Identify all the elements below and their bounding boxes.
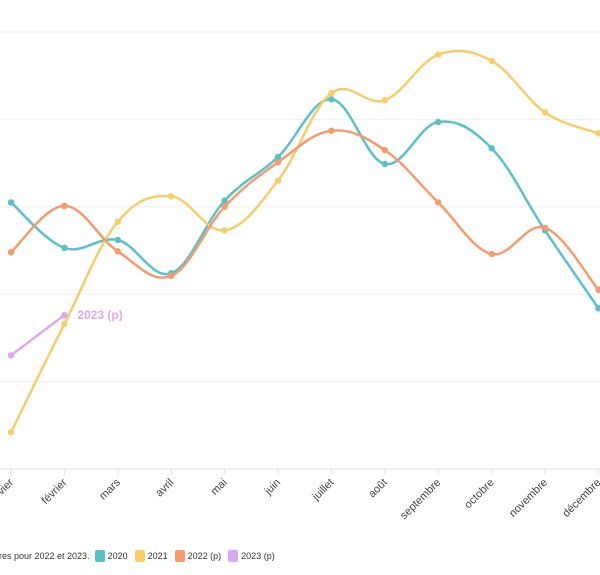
legend-swatch [134, 550, 145, 562]
data-point [61, 320, 68, 328]
data-point [381, 146, 388, 154]
data-point [488, 57, 495, 65]
data-point [328, 89, 335, 97]
legend-label: 2023 (p) [241, 551, 275, 561]
data-point [541, 224, 549, 231]
x-tick-label: septembre [398, 477, 443, 522]
legend: ires pour 2022 et 2023. 2020 2021 2022 (… [0, 550, 282, 562]
data-point [595, 130, 600, 137]
data-point [61, 202, 68, 210]
x-tick-label: juin [262, 477, 283, 498]
data-point [221, 197, 228, 204]
data-point [168, 193, 175, 200]
legend-label: 2022 (p) [187, 551, 222, 561]
data-point [435, 199, 442, 206]
legend-label: 2021 [147, 551, 168, 561]
legend-swatch [228, 550, 239, 562]
data-point [435, 51, 442, 58]
x-tick-label: février [39, 476, 69, 506]
data-point [488, 145, 495, 152]
data-point [61, 244, 68, 252]
x-tick-label: octobre [462, 477, 496, 511]
x-tick-label: août [366, 477, 390, 501]
x-tick-label: mars [97, 476, 123, 502]
series-end-label: 2023 (p) [77, 308, 122, 322]
legend-label: 2020 [107, 551, 128, 561]
legend-item-2020[interactable]: 2020 [94, 550, 128, 562]
x-tick-label: avril [154, 477, 177, 500]
data-point [7, 352, 15, 359]
data-point [328, 96, 335, 103]
x-tick-label: décembre [560, 477, 600, 520]
data-point [168, 272, 175, 280]
legend-item-2023[interactable]: 2023 (p) [228, 550, 275, 562]
x-tick-label: novembre [507, 477, 550, 520]
data-point [7, 429, 15, 436]
data-point [7, 249, 15, 256]
data-point [274, 177, 282, 184]
data-point [61, 311, 68, 319]
data-point [488, 250, 495, 258]
data-point [274, 159, 282, 166]
legend-item-2021[interactable]: 2021 [134, 550, 168, 562]
series-line-2022p [10, 129, 600, 291]
data-point [7, 199, 15, 206]
series-line-2023p [10, 314, 66, 357]
data-point [221, 227, 228, 234]
data-point [541, 109, 549, 116]
data-point [221, 203, 228, 210]
data-point [114, 236, 122, 244]
chart-caption: ires pour 2022 et 2023. [0, 551, 90, 561]
data-point [274, 153, 282, 161]
data-point [381, 160, 388, 168]
data-point [114, 248, 122, 255]
x-tick-label: juillet [310, 477, 337, 504]
legend-item-2022[interactable]: 2022 (p) [174, 550, 222, 562]
data-point [595, 286, 600, 294]
data-point [114, 218, 122, 225]
data-point [381, 96, 388, 104]
data-point [328, 127, 335, 134]
x-tick-label: vier [0, 476, 16, 497]
data-point [435, 118, 442, 126]
legend-swatch [94, 550, 105, 562]
legend-swatch [174, 550, 185, 562]
x-tick-label: mai [209, 477, 230, 498]
data-point [595, 304, 600, 312]
